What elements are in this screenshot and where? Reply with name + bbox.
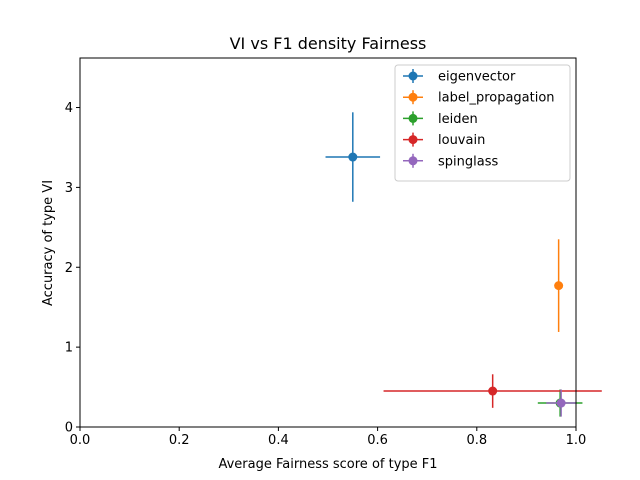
x-tick-label: 1.0: [566, 433, 587, 448]
legend-label: eigenvector: [438, 70, 516, 85]
legend-item-eigenvector: eigenvector: [403, 69, 516, 85]
axes-frame: [79, 57, 577, 428]
legend-marker: [408, 135, 418, 145]
chart-title: VI vs F1 density Fairness: [230, 34, 427, 53]
legend-marker: [408, 71, 418, 81]
legend-label: label_propagation: [438, 91, 555, 106]
x-tick-label: 0.4: [268, 433, 289, 448]
axes: 0.0 0.2 0.4 0.6 0.8 1.0 0 1 2 3 4: [65, 57, 587, 448]
x-tick-label: 0.6: [367, 433, 388, 448]
x-tick-label: 0.2: [169, 433, 190, 448]
y-axis-label: Accuracy of type VI: [41, 180, 56, 306]
data-point: [556, 398, 566, 408]
y-tick-label: 1: [65, 341, 73, 356]
data-point: [348, 152, 358, 162]
legend-item-leiden: leiden: [403, 111, 478, 127]
legend-marker: [408, 156, 418, 166]
series-eigenvector: [325, 112, 381, 202]
legend-frame: [394, 64, 571, 182]
y-tick-label: 4: [65, 101, 73, 116]
legend-label: spinglass: [438, 154, 498, 169]
series-louvain: [383, 374, 602, 408]
data-point: [554, 281, 564, 291]
y-tick-label: 3: [65, 181, 73, 196]
x-tick-label: 0.8: [466, 433, 487, 448]
series-label_propagation: [554, 239, 564, 332]
legend-marker: [408, 92, 418, 102]
data-point: [488, 386, 498, 396]
legend-item-louvain: louvain: [403, 132, 485, 148]
y-tick-label: 2: [65, 261, 73, 276]
data-series: [325, 112, 602, 417]
y-tick-label: 0: [65, 421, 73, 436]
legend-marker: [408, 113, 418, 123]
legend-label: louvain: [438, 133, 485, 148]
x-axis-label: Average Fairness score of type F1: [218, 457, 437, 472]
series-spinglass: [546, 389, 576, 417]
legend-item-spinglass: spinglass: [403, 153, 498, 169]
legend-item-label_propagation: label_propagation: [403, 90, 555, 106]
legend-label: leiden: [438, 112, 478, 127]
x-tick-label: 0.0: [70, 433, 91, 448]
